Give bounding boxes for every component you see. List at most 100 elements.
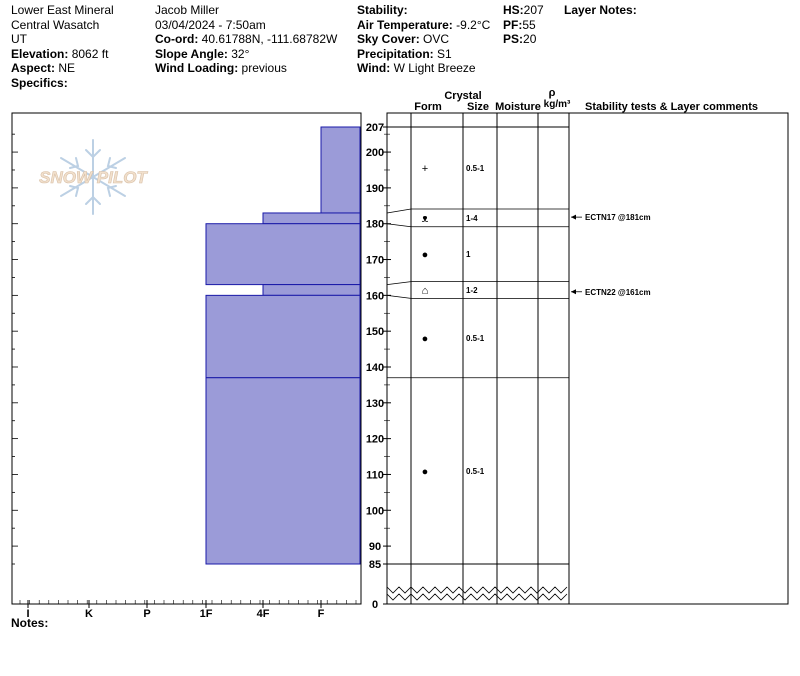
- height-tick-label-12: 200: [366, 147, 384, 159]
- pf-row: PF:55: [503, 17, 536, 32]
- hardness-tick-label-0: I: [26, 608, 29, 620]
- coord-value: 40.61788N, -111.68782W: [201, 32, 338, 46]
- height-tick-label-3: 110: [366, 469, 384, 481]
- hardness-tick-label-2: P: [143, 608, 150, 620]
- wind-value: W Light Breeze: [393, 61, 476, 75]
- hardness-axis-ticks: I K P 1F 4F F: [12, 133, 357, 620]
- layer-connector-2: [386, 223, 412, 228]
- stability-arrowhead-1: [571, 289, 576, 295]
- layer-form-2: ●: [422, 249, 429, 261]
- col-header-density: kg/m³: [544, 99, 571, 110]
- precip-row: Precipitation: S1: [357, 46, 452, 61]
- layer-size-1: 1-4: [466, 214, 478, 223]
- stability-test-label-1: ECTN22 @161cm: [585, 288, 651, 297]
- col-header-crystal: Crystal: [444, 90, 481, 102]
- aspect-row: Aspect: NE: [11, 61, 76, 75]
- specifics-row: Specifics:: [11, 75, 68, 90]
- sky-value: OVC: [423, 32, 450, 46]
- height-tick-label-6: 140: [366, 362, 384, 374]
- stability-test-label-0: ECTN17 @181cm: [585, 213, 651, 222]
- aspect-value: NE: [58, 61, 76, 75]
- range-name: Central Wasatch: [11, 17, 100, 32]
- header-col-location: Lower East Mineral Central Wasatch UT El…: [11, 3, 114, 90]
- elevation-value: 8062 ft: [71, 46, 109, 61]
- state-name: UT: [11, 32, 27, 46]
- slope-value: 32°: [231, 46, 250, 61]
- height-tick-label-5: 130: [366, 398, 384, 410]
- ps-value: 20: [523, 32, 537, 46]
- layer-connector-4: [386, 294, 412, 299]
- location-name: Lower East Mineral: [11, 3, 114, 17]
- pf-value: 55: [522, 17, 536, 32]
- break-line-lower: [386, 593, 568, 601]
- layer-form-1: ᴥ: [422, 213, 429, 225]
- hardness-bar-0: [320, 126, 361, 214]
- hardness-tick-label-4: 4F: [257, 608, 270, 620]
- col-header-form: Form: [414, 101, 442, 113]
- col-header-rho: ρ: [549, 87, 556, 99]
- hardness-bar-5: [205, 377, 361, 565]
- hardness-plot-frame: [11, 112, 362, 605]
- layer-connector-3: [386, 281, 412, 286]
- layer-size-3: 1-2: [466, 286, 478, 295]
- hardness-bar-3: [262, 284, 361, 296]
- observer-name: Jacob Miller: [155, 3, 220, 17]
- slope-row: Slope Angle: 32°: [155, 46, 250, 61]
- ps-row: PS:20: [503, 32, 537, 46]
- col-header-size: Size: [467, 101, 489, 113]
- height-tick-label-2: 100: [366, 505, 384, 517]
- stability-row: Stability:: [357, 3, 408, 17]
- layer-size-0: 0.5-1: [466, 164, 485, 173]
- wind-row: Wind: W Light Breeze: [357, 61, 476, 75]
- layer-form-5: ●: [422, 466, 429, 478]
- logo-text: SNOW PILOT: [39, 168, 148, 187]
- coord-row: Co-ord: 40.61788N, -111.68782W: [155, 32, 338, 46]
- hardness-bar-4: [205, 294, 361, 379]
- layer-form-4: ●: [422, 333, 429, 345]
- wind-loading-row: Wind Loading: previous: [155, 61, 287, 75]
- hardness-tick-label-3: 1F: [200, 608, 213, 620]
- layer-size-4: 0.5-1: [466, 334, 485, 343]
- height-tick-label-7: 150: [366, 326, 384, 338]
- layer-size-2: 1: [466, 250, 471, 259]
- header-col-conditions: Stability: Air Temperature: -9.2°C Sky C…: [357, 3, 490, 76]
- height-tick-label-1: 90: [369, 541, 381, 553]
- snowpilot-logo: SNOW PILOT: [39, 139, 149, 215]
- air-temp-value: -9.2°C: [456, 17, 491, 32]
- layer-connector-1: [386, 208, 412, 214]
- observation-datetime: 03/04/2024 - 7:50am: [155, 17, 266, 32]
- stability-arrowhead-0: [571, 214, 576, 220]
- hardness-bar-2: [205, 223, 361, 286]
- break-line-upper: [386, 586, 568, 594]
- height-tick-label-10: 180: [366, 219, 384, 231]
- header-col-observer: Jacob Miller 03/04/2024 - 7:50am Co-ord:…: [155, 3, 337, 76]
- hardness-tick-label-5: F: [318, 608, 325, 620]
- crystal-table: +0.5-1 ᴥ 1-4 ● 1 ⌂ 1-2 ● 0.5-1 ● 0.5-1 ECTN17 @181c…: [386, 112, 789, 605]
- sky-row: Sky Cover: OVC: [357, 32, 450, 46]
- height-tick-label-14: 0: [372, 599, 378, 611]
- hardness-bar-1: [262, 212, 361, 225]
- col-header-moisture: Moisture: [495, 101, 541, 113]
- precip-value: S1: [437, 46, 452, 61]
- hardness-profile-bars: [205, 126, 361, 565]
- header-col-snowpack: HS:207 PF:55 PS:20: [503, 3, 544, 47]
- layer-form-3: ⌂: [422, 285, 429, 297]
- notes-label: Notes:: [11, 616, 48, 630]
- height-tick-label-13: 207: [366, 122, 384, 134]
- table-frame: [386, 112, 789, 605]
- layer-form-0: +: [422, 163, 428, 175]
- hs-value: 207: [523, 3, 544, 17]
- hs-row: HS:207: [503, 3, 544, 17]
- height-tick-label-9: 170: [366, 255, 384, 267]
- air-temp-row: Air Temperature: -9.2°C: [357, 17, 491, 32]
- col-header-stability-tests: Stability tests & Layer comments: [585, 101, 758, 113]
- wind-loading-value: previous: [241, 61, 287, 75]
- height-tick-label-8: 160: [366, 290, 384, 302]
- layer-size-5: 0.5-1: [466, 467, 485, 476]
- layer-notes-heading: Layer Notes:: [564, 3, 637, 17]
- height-tick-label-4: 120: [366, 434, 384, 446]
- height-tick-label-0: 85: [369, 559, 381, 571]
- snowflake-icon: [60, 139, 126, 215]
- height-tick-label-11: 190: [366, 183, 384, 195]
